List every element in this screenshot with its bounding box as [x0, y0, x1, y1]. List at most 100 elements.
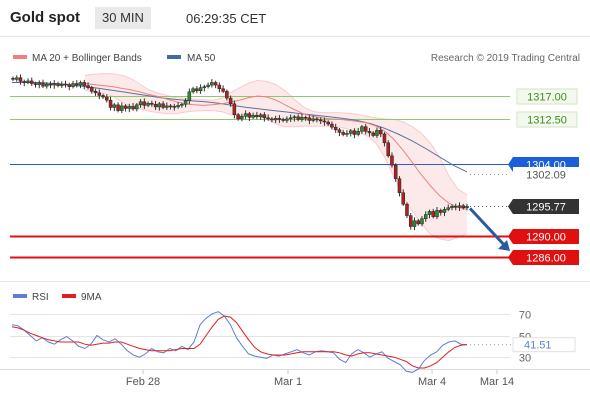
candlestick: [22, 79, 27, 87]
candlestick: [236, 112, 240, 121]
candle-body: [330, 123, 334, 128]
candle-body: [465, 206, 469, 209]
candle-body: [105, 96, 109, 101]
candlestick: [416, 218, 420, 226]
candlestick: [401, 189, 405, 206]
candlestick: [228, 95, 233, 107]
price-panel: 1317.001312.501304.001302.091295.771290.…: [10, 73, 579, 265]
candle-body: [363, 126, 368, 132]
candle-body: [397, 178, 402, 193]
candle-body: [405, 203, 409, 216]
attribution: Research © 2019 Trading Central: [431, 53, 580, 64]
candlestick: [258, 112, 263, 120]
rsi-ma-legend-label: 9MA: [81, 292, 102, 303]
candlestick: [333, 123, 338, 133]
candlestick: [217, 82, 222, 93]
x-axis: Feb 28 Mar 1 Mar 4 Mar 14: [126, 369, 514, 388]
candlestick: [438, 208, 443, 216]
candlestick: [266, 114, 270, 121]
candle-body: [438, 210, 443, 213]
rsi-level-label: 70: [519, 310, 531, 322]
candle-body: [195, 88, 199, 92]
candlestick: [198, 84, 203, 94]
candle-body: [191, 88, 195, 93]
timeframe-selector[interactable]: 30 MIN: [95, 7, 151, 29]
forecast-arrow-shaft: [468, 207, 508, 248]
candlestick: [93, 88, 98, 96]
candlestick: [408, 213, 413, 230]
candle-body: [251, 114, 255, 118]
candle-body: [311, 118, 315, 121]
candle-body: [420, 218, 424, 225]
candle-body: [453, 205, 458, 208]
candle-body: [120, 105, 124, 111]
candlestick: [187, 88, 192, 105]
candle-body: [180, 104, 184, 106]
candlestick: [243, 110, 248, 120]
candle-body: [48, 83, 53, 86]
candle-body: [101, 95, 105, 98]
last-level-label: 1295.77: [526, 202, 566, 214]
candlestick: [101, 93, 105, 99]
candle-body: [22, 81, 27, 83]
rsi-legend-swatch: [13, 294, 27, 298]
bb-legend-swatch: [13, 55, 27, 59]
candle-body: [393, 164, 398, 179]
candlestick: [420, 216, 424, 227]
candlestick: [461, 203, 465, 210]
candle-body: [285, 118, 289, 121]
candle-body: [225, 91, 229, 99]
candlestick: [378, 126, 383, 138]
candle-body: [30, 80, 34, 84]
ma50-legend-swatch: [167, 55, 181, 59]
candle-body: [15, 77, 19, 80]
candle-body: [352, 130, 357, 135]
candlestick: [108, 96, 113, 111]
timestamp: 06:29:35 CET: [186, 11, 267, 26]
candlestick: [450, 204, 454, 211]
candlestick: [465, 203, 469, 211]
candlestick: [157, 101, 162, 111]
candlestick: [341, 129, 345, 137]
candlestick: [427, 209, 432, 219]
candlestick: [123, 104, 128, 112]
candlestick: [326, 120, 330, 126]
candlestick: [442, 206, 447, 217]
candle-body: [131, 106, 135, 110]
candle-body: [307, 117, 312, 121]
candlestick: [75, 80, 79, 88]
candle-body: [60, 83, 64, 86]
candle-body: [255, 114, 259, 118]
resistance-level-label-box: [516, 88, 578, 105]
candle-body: [26, 80, 30, 83]
candle-body: [86, 85, 90, 88]
candlestick: [386, 140, 390, 158]
candle-body: [63, 83, 68, 86]
candle-body: [198, 87, 203, 92]
chart-header: Gold spot 30 MIN 06:29:35 CET: [0, 0, 590, 36]
candlestick: [48, 81, 53, 89]
candlestick: [292, 114, 297, 122]
candle-body: [337, 129, 342, 133]
candle-body: [153, 104, 158, 108]
candlestick: [345, 130, 349, 137]
candlestick: [303, 115, 308, 121]
candle-body: [11, 78, 15, 80]
candlestick: [397, 176, 402, 197]
candlestick: [285, 116, 289, 123]
candle-body: [431, 211, 435, 217]
bollinger-upper-line: [84, 73, 468, 196]
candle-body: [127, 106, 132, 109]
candle-body: [270, 118, 274, 121]
last-level-label-box: [513, 199, 579, 214]
candlestick: [225, 89, 229, 101]
candle-body: [52, 83, 57, 86]
candle-body: [262, 114, 267, 119]
candlestick: [37, 80, 42, 89]
candlestick: [393, 163, 398, 182]
candlestick: [210, 79, 214, 88]
candlestick: [127, 103, 132, 113]
candle-body: [367, 131, 372, 134]
candlestick: [360, 124, 364, 134]
